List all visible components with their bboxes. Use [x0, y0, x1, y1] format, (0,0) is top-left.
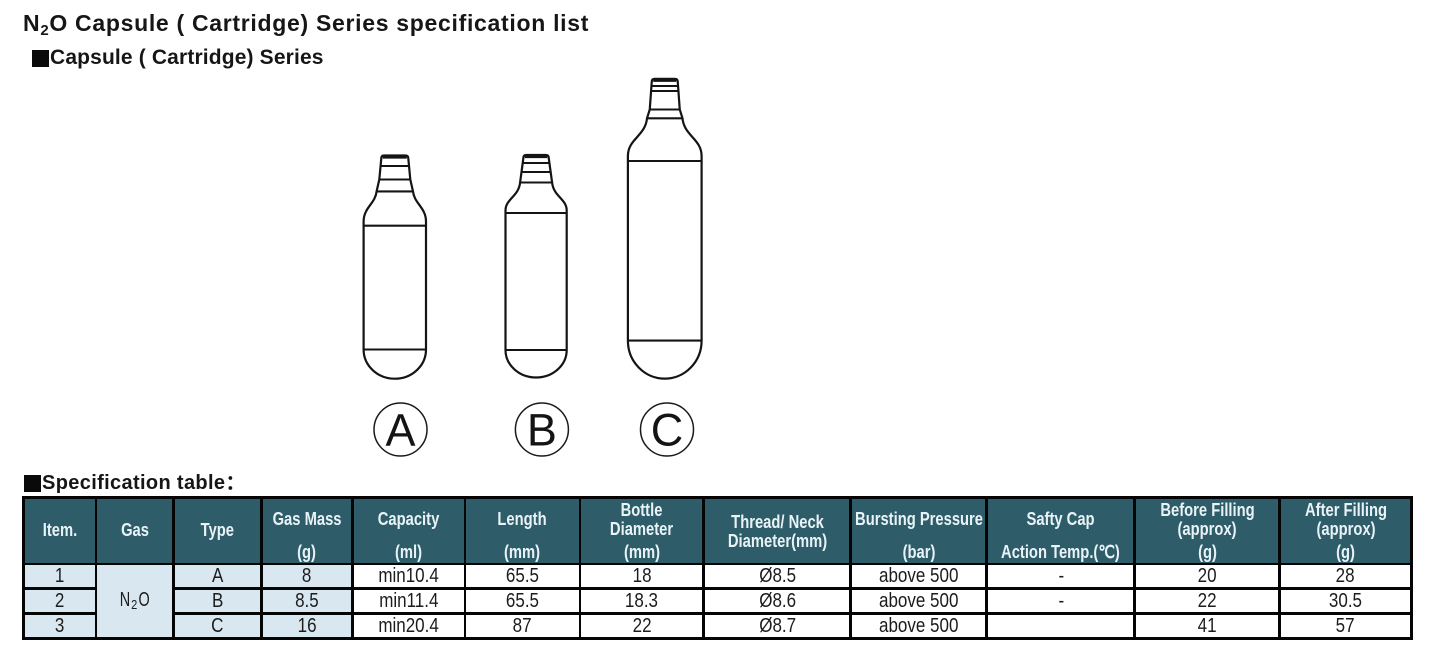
cell-gas-mass-1: 8	[262, 565, 352, 588]
bottle-c	[626, 77, 703, 380]
bottle-labels: A B C	[373, 402, 695, 457]
cell-length-1: 65.5	[466, 565, 579, 588]
cell-type-3: C	[174, 615, 261, 638]
specification-table-heading: Specification table：	[24, 471, 246, 495]
cell-before-filling-1: 20	[1136, 565, 1279, 588]
cell-thread-neck-2: Ø8.6	[705, 590, 850, 613]
bottle-a-outline	[362, 154, 428, 380]
header-item: Item.	[24, 498, 95, 563]
cell-gas-mass-2: 8.5	[262, 590, 352, 613]
cell-item-2: 2	[24, 590, 95, 613]
cell-after-filling-2: 30.5	[1281, 590, 1410, 613]
cell-length-2: 65.5	[466, 590, 579, 613]
cell-bottle-diameter-1: 18	[581, 565, 703, 588]
cell-before-filling-2: 22	[1136, 590, 1279, 613]
header-gas: Gas	[97, 498, 173, 563]
black-square-icon	[32, 49, 49, 67]
subscript-2: 2	[40, 22, 50, 39]
cell-safty-cap-3	[988, 615, 1134, 638]
cell-gas-n2o: N2O	[97, 565, 173, 638]
header-before-filling: Before Filling (approx) (g)	[1136, 498, 1279, 563]
cell-after-filling-1: 28	[1281, 565, 1410, 588]
header-capacity: Capacity (ml)	[353, 498, 464, 563]
header-thread-neck-diameter: Thread/ Neck Diameter(mm)	[705, 498, 850, 563]
cell-bursting-pressure-2: above 500	[852, 590, 986, 613]
bottle-a	[362, 154, 428, 380]
cell-safty-cap-2: -	[988, 590, 1134, 613]
cell-capacity-2: min11.4	[353, 590, 464, 613]
cell-bottle-diameter-3: 22	[581, 615, 703, 638]
subscript-2: 2	[131, 597, 138, 613]
header-bursting-pressure: Bursting Pressure (bar)	[852, 498, 986, 563]
header-safty-cap: Safty Cap Action Temp.(℃)	[988, 498, 1134, 563]
header-gas-mass: Gas Mass (g)	[262, 498, 352, 563]
cell-safty-cap-1: -	[988, 565, 1134, 588]
label-circle-b	[514, 402, 570, 457]
cell-after-filling-3: 57	[1281, 615, 1410, 638]
cell-capacity-1: min10.4	[353, 565, 464, 588]
header-after-filling: After Filling (approx) (g)	[1281, 498, 1410, 563]
cell-gas-mass-3: 16	[262, 615, 352, 638]
specification-table: Item. Gas Type Gas Mass (g) Capacity (ml) …	[21, 495, 1413, 641]
cell-bursting-pressure-1: above 500	[852, 565, 986, 588]
cell-before-filling-3: 41	[1136, 615, 1279, 638]
bottle-label-a: A	[385, 405, 415, 456]
series-subtitle: Capsule ( Cartridge) Series	[32, 46, 324, 70]
subtitle-text: Capsule ( Cartridge) Series	[50, 46, 324, 69]
bottle-b	[504, 153, 568, 379]
cell-type-1: A	[174, 565, 261, 588]
label-circle-c	[639, 402, 695, 457]
document-title: N2O Capsule ( Cartridge) Series specific…	[23, 10, 590, 39]
cell-bottle-diameter-2: 18.3	[581, 590, 703, 613]
cell-thread-neck-1: Ø8.5	[705, 565, 850, 588]
bottle-label-b: B	[527, 405, 557, 456]
black-square-icon	[24, 474, 41, 492]
header-bottle-diameter: Bottle Diameter (mm)	[581, 498, 703, 563]
bottle-label-c: C	[651, 405, 684, 456]
cell-length-3: 87	[466, 615, 579, 638]
cell-bursting-pressure-3: above 500	[852, 615, 986, 638]
header-type: Type	[174, 498, 261, 563]
cell-item-3: 3	[24, 615, 95, 638]
header-length: Length (mm)	[466, 498, 579, 563]
cell-thread-neck-3: Ø8.7	[705, 615, 850, 638]
cell-capacity-3: min20.4	[353, 615, 464, 638]
cell-type-2: B	[174, 590, 261, 613]
bottle-b-outline	[504, 153, 568, 379]
bottle-c-outline	[626, 77, 703, 380]
label-circle-a	[373, 402, 428, 457]
section-heading-text: Specification table：	[42, 472, 246, 494]
cell-item-1: 1	[24, 565, 95, 588]
